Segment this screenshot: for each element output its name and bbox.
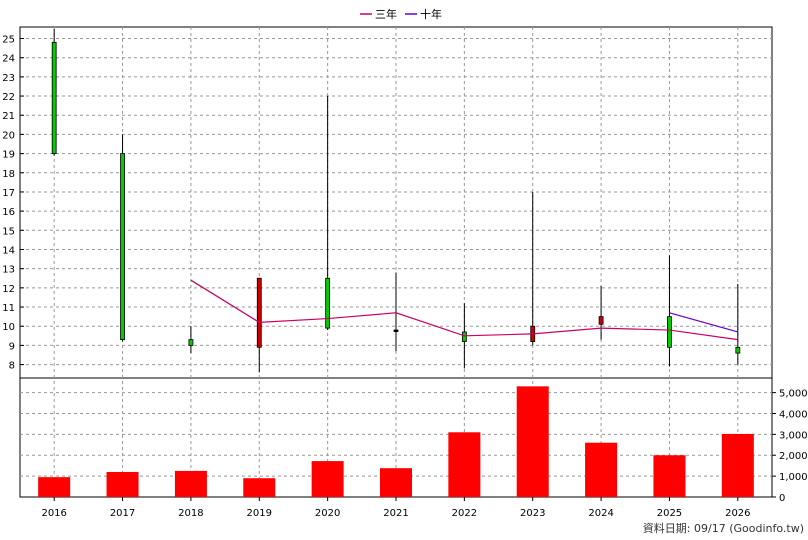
price-y-axis: 8 9 10 11 12 13 14 15 16 17 18 19 20 21 22 23 24 25 [2,35,24,372]
x-tick-label: 2022 [452,508,477,519]
candle-body [393,329,399,332]
price-tick-label: 8 [9,361,15,372]
price-tick-label: 15 [2,226,15,237]
price-tick-label: 20 [2,130,15,141]
candle-body [120,153,125,341]
vol-tick-label: 5,000 [779,389,808,400]
price-tick-label: 19 [2,150,15,161]
x-tick-label: 2026 [725,508,750,519]
source-footer: 資料日期: 09/17 (Goodinfo.tw) [643,521,804,535]
price-tick-label: 17 [2,188,15,199]
x-tick-label: 2024 [588,508,613,519]
volume-bar [585,442,618,497]
price-tick-label: 18 [2,169,15,180]
candle-body [188,339,194,346]
price-tick-label: 16 [2,207,15,218]
candle-body [461,331,467,342]
x-tick-label: 2021 [383,508,408,519]
price-tick-label: 11 [2,303,15,314]
series-line-三年 [190,279,738,341]
chart-legend: 三年 十年 [360,7,442,21]
legend-label: 三年 [375,7,397,21]
volume-bar [38,477,71,497]
volume-y-axis: 0 1,000 2,000 3,000 4,000 5,000 [772,389,808,504]
volume-bar [380,468,412,497]
price-tick-label: 10 [2,322,15,333]
x-tick-label: 2018 [178,508,203,519]
price-tick-label: 14 [2,245,15,256]
price-tick-label: 23 [2,73,15,84]
volume-bar [174,470,207,497]
price-tick-label: 13 [2,265,15,276]
vol-tick-label: 0 [779,493,785,504]
x-tick-label: 2025 [657,508,682,519]
price-tick-label: 21 [2,111,15,122]
x-tick-label: 2023 [520,508,545,519]
volume-bar [106,471,139,497]
volume-bar [721,433,754,497]
x-tick-label: 2016 [41,508,66,519]
volume-grid [20,392,772,477]
series-line-十年 [669,312,738,333]
price-grid [19,26,773,498]
volume-bar [448,432,481,497]
vol-tick-label: 4,000 [779,409,808,420]
candle-body [256,277,262,348]
vol-tick-label: 3,000 [779,430,808,441]
price-tick-label: 12 [2,284,15,295]
candle-body [325,277,331,329]
volume-bar [311,461,344,497]
legend-label: 十年 [420,7,442,21]
volume-bar [653,455,686,497]
price-tick-label: 9 [9,341,15,352]
candle-body [735,346,741,354]
volume-bar [243,478,276,497]
candle-body [667,316,672,348]
candle-body [51,41,57,154]
average-lines [190,279,738,341]
volume-bars [38,386,754,497]
x-tick-label: 2019 [247,508,272,519]
price-tick-label: 22 [2,92,15,103]
x-tick-label: 2017 [110,508,135,519]
vol-tick-label: 2,000 [779,451,808,462]
price-tick-label: 25 [2,35,15,46]
candlestick-series [51,28,741,373]
price-tick-label: 24 [2,54,15,65]
candle-body [598,316,604,325]
x-tick-label: 2020 [315,508,340,519]
year-x-axis: 2016 2017 2018 2019 2020 2021 2022 2023 2024 2025… [41,497,751,519]
vol-tick-label: 1,000 [779,472,808,483]
volume-bar [516,386,549,497]
